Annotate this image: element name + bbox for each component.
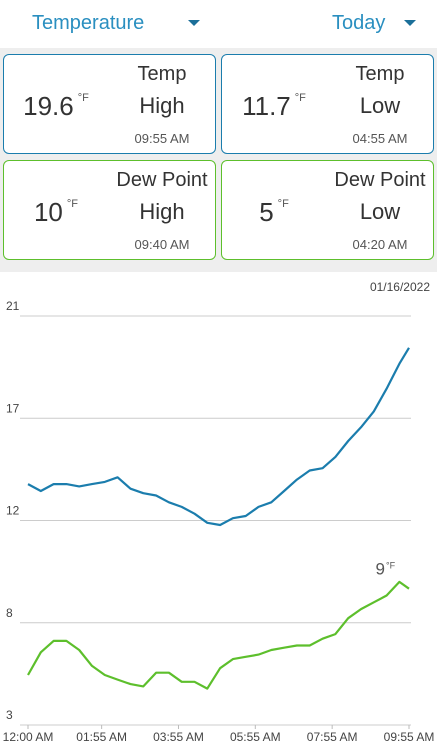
y-tick-label: 21 [6,299,20,313]
y-tick-label: 17 [6,401,20,415]
cards-panel: Temp 19.6 °F High 09:55 AM Temp 11.7 °F Lo… [0,48,437,272]
card-time: 04:55 AM [352,131,408,146]
card-value: 5 °F [222,197,326,228]
chart-date: 01/16/2022 [370,280,430,294]
card: Dew Point 10 °F High 09:40 AM [3,160,216,260]
card-label: Dew Point [334,169,426,191]
series-line [27,347,410,527]
unit: °F [294,92,306,104]
annotation-unit: °F [386,561,396,571]
y-tick-label: 8 [6,606,13,620]
card-value: 19.6 °F [4,91,108,122]
card-time: 09:40 AM [134,237,190,252]
value: 11.7 [242,91,291,121]
x-tick-label: 01:55 AM [76,730,127,744]
y-tick-label: 3 [6,708,13,722]
series-line [27,580,410,690]
card-level: Low [359,93,401,118]
card-label: Temp [137,63,187,85]
y-tick-label: 12 [6,504,20,518]
x-tick-label: 12:00 AM [3,730,54,744]
card: Temp 11.7 °F Low 04:55 AM [221,54,434,154]
annotation-value: 9 [376,560,385,579]
unit: °F [277,198,289,210]
dropdown-arrow[interactable] [404,20,416,26]
chart: 01/16/2022 3 8 12 17 21 12:00 AM 01:55 AM 03:55… [3,280,435,744]
period-dropdown[interactable]: Today [332,12,386,34]
card-value: 10 °F [4,197,108,228]
card: Temp 19.6 °F High 09:55 AM [3,54,216,154]
x-tick-label: 05:55 AM [230,730,281,744]
value: 19.6 [23,91,74,121]
x-tick-label: 09:55 AM [384,730,435,744]
card-value: 11.7 °F [222,91,326,122]
card-time: 09:55 AM [134,131,190,146]
unit: °F [66,198,79,210]
card-label: Dew Point [116,169,208,191]
x-tick-label: 03:55 AM [153,730,204,744]
card-level: High [139,199,185,224]
card-time: 04:20 AM [352,237,408,252]
dropdown-arrow[interactable] [188,20,200,26]
x-tick-label: 07:55 AM [307,730,358,744]
metric-dropdown[interactable]: Temperature [32,12,145,34]
unit: °F [77,92,89,104]
value: 5 [259,197,274,227]
value: 10 [33,197,63,227]
card: Dew Point 5 °F Low 04:20 AM [221,160,434,260]
card-level: High [139,93,185,118]
card-level: Low [359,199,401,224]
card-label: Temp [355,63,405,85]
